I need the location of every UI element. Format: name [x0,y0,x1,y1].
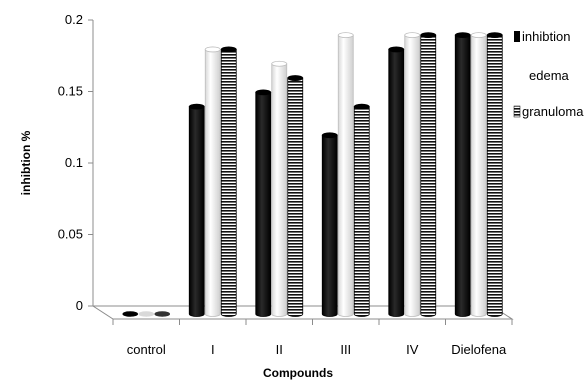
y-axis-title: inhibtion % [19,130,33,195]
bar-top [404,32,421,39]
bar [271,60,288,317]
category-labels: control I II III IV Dielofena [127,342,507,357]
bar [353,103,370,317]
bar-body [337,34,354,317]
bar-body [470,34,487,317]
bar [287,75,304,317]
bar [337,32,354,317]
bar-top [353,103,370,110]
bar-top [420,32,437,39]
bar-top [321,132,338,139]
bar-top [188,103,205,110]
y-tick-label: 0.05 [58,227,83,242]
bar [420,32,437,317]
bar-body [420,34,437,317]
bar [388,46,405,317]
bar [470,32,487,317]
x-tick-label: III [340,342,351,357]
y-tick-label: 0.2 [65,12,83,27]
bar-body [321,134,338,317]
bar-body [204,49,221,317]
bar [188,103,205,317]
bar-top [454,32,471,39]
bar-body [188,106,205,317]
chart-axes: 0 0.05 0.1 0.15 0.2 [58,12,513,325]
legend-label: granuloma [522,104,584,119]
bar [122,311,139,317]
bar-body [353,106,370,317]
legend-label: inhibtion [522,29,570,44]
bar-top [154,311,171,317]
bar-top [204,46,221,53]
legend-swatch [514,31,520,42]
bar [454,32,471,317]
bar-top [122,311,139,317]
bar-top [486,32,503,39]
bars-group [122,32,503,317]
bar-body [454,34,471,317]
bar-body [388,49,405,317]
bar [138,311,155,317]
bar-body [220,49,237,317]
bar-body [404,34,421,317]
bar-top [337,32,354,39]
x-tick-label: IV [406,342,419,357]
x-tick-label: I [211,342,215,357]
bar [255,89,272,317]
bar-top [470,32,487,39]
bar-top [255,89,272,96]
bar-top [287,75,304,81]
bar [220,46,237,317]
x-tick-label: II [276,342,283,357]
bar [486,32,503,317]
bar-top [271,60,288,67]
legend-item: inhibtion [514,29,570,44]
bar [154,311,171,317]
legend-swatch [513,105,521,118]
bar-body [255,91,272,317]
bar-top [220,46,237,53]
y-tick-label: 0.1 [65,155,83,170]
legend: inhibtion edema granuloma [513,29,584,119]
legend-item: edema [514,68,570,83]
legend-item: granuloma [513,104,584,119]
bar-body [486,34,503,317]
bar [321,132,338,317]
y-tick-label: 0 [76,298,83,313]
x-tick-label: Dielofena [451,342,507,357]
legend-label: edema [529,68,570,83]
legend-swatch [514,70,520,81]
x-axis-title: Compounds [263,366,333,380]
bar-top [138,311,155,317]
bar-body [287,77,304,317]
bar-top [388,46,405,53]
x-tick-label: control [127,342,166,357]
bar [404,32,421,317]
bar [204,46,221,317]
y-tick-label: 0.15 [58,84,83,99]
bar-body [271,63,288,317]
